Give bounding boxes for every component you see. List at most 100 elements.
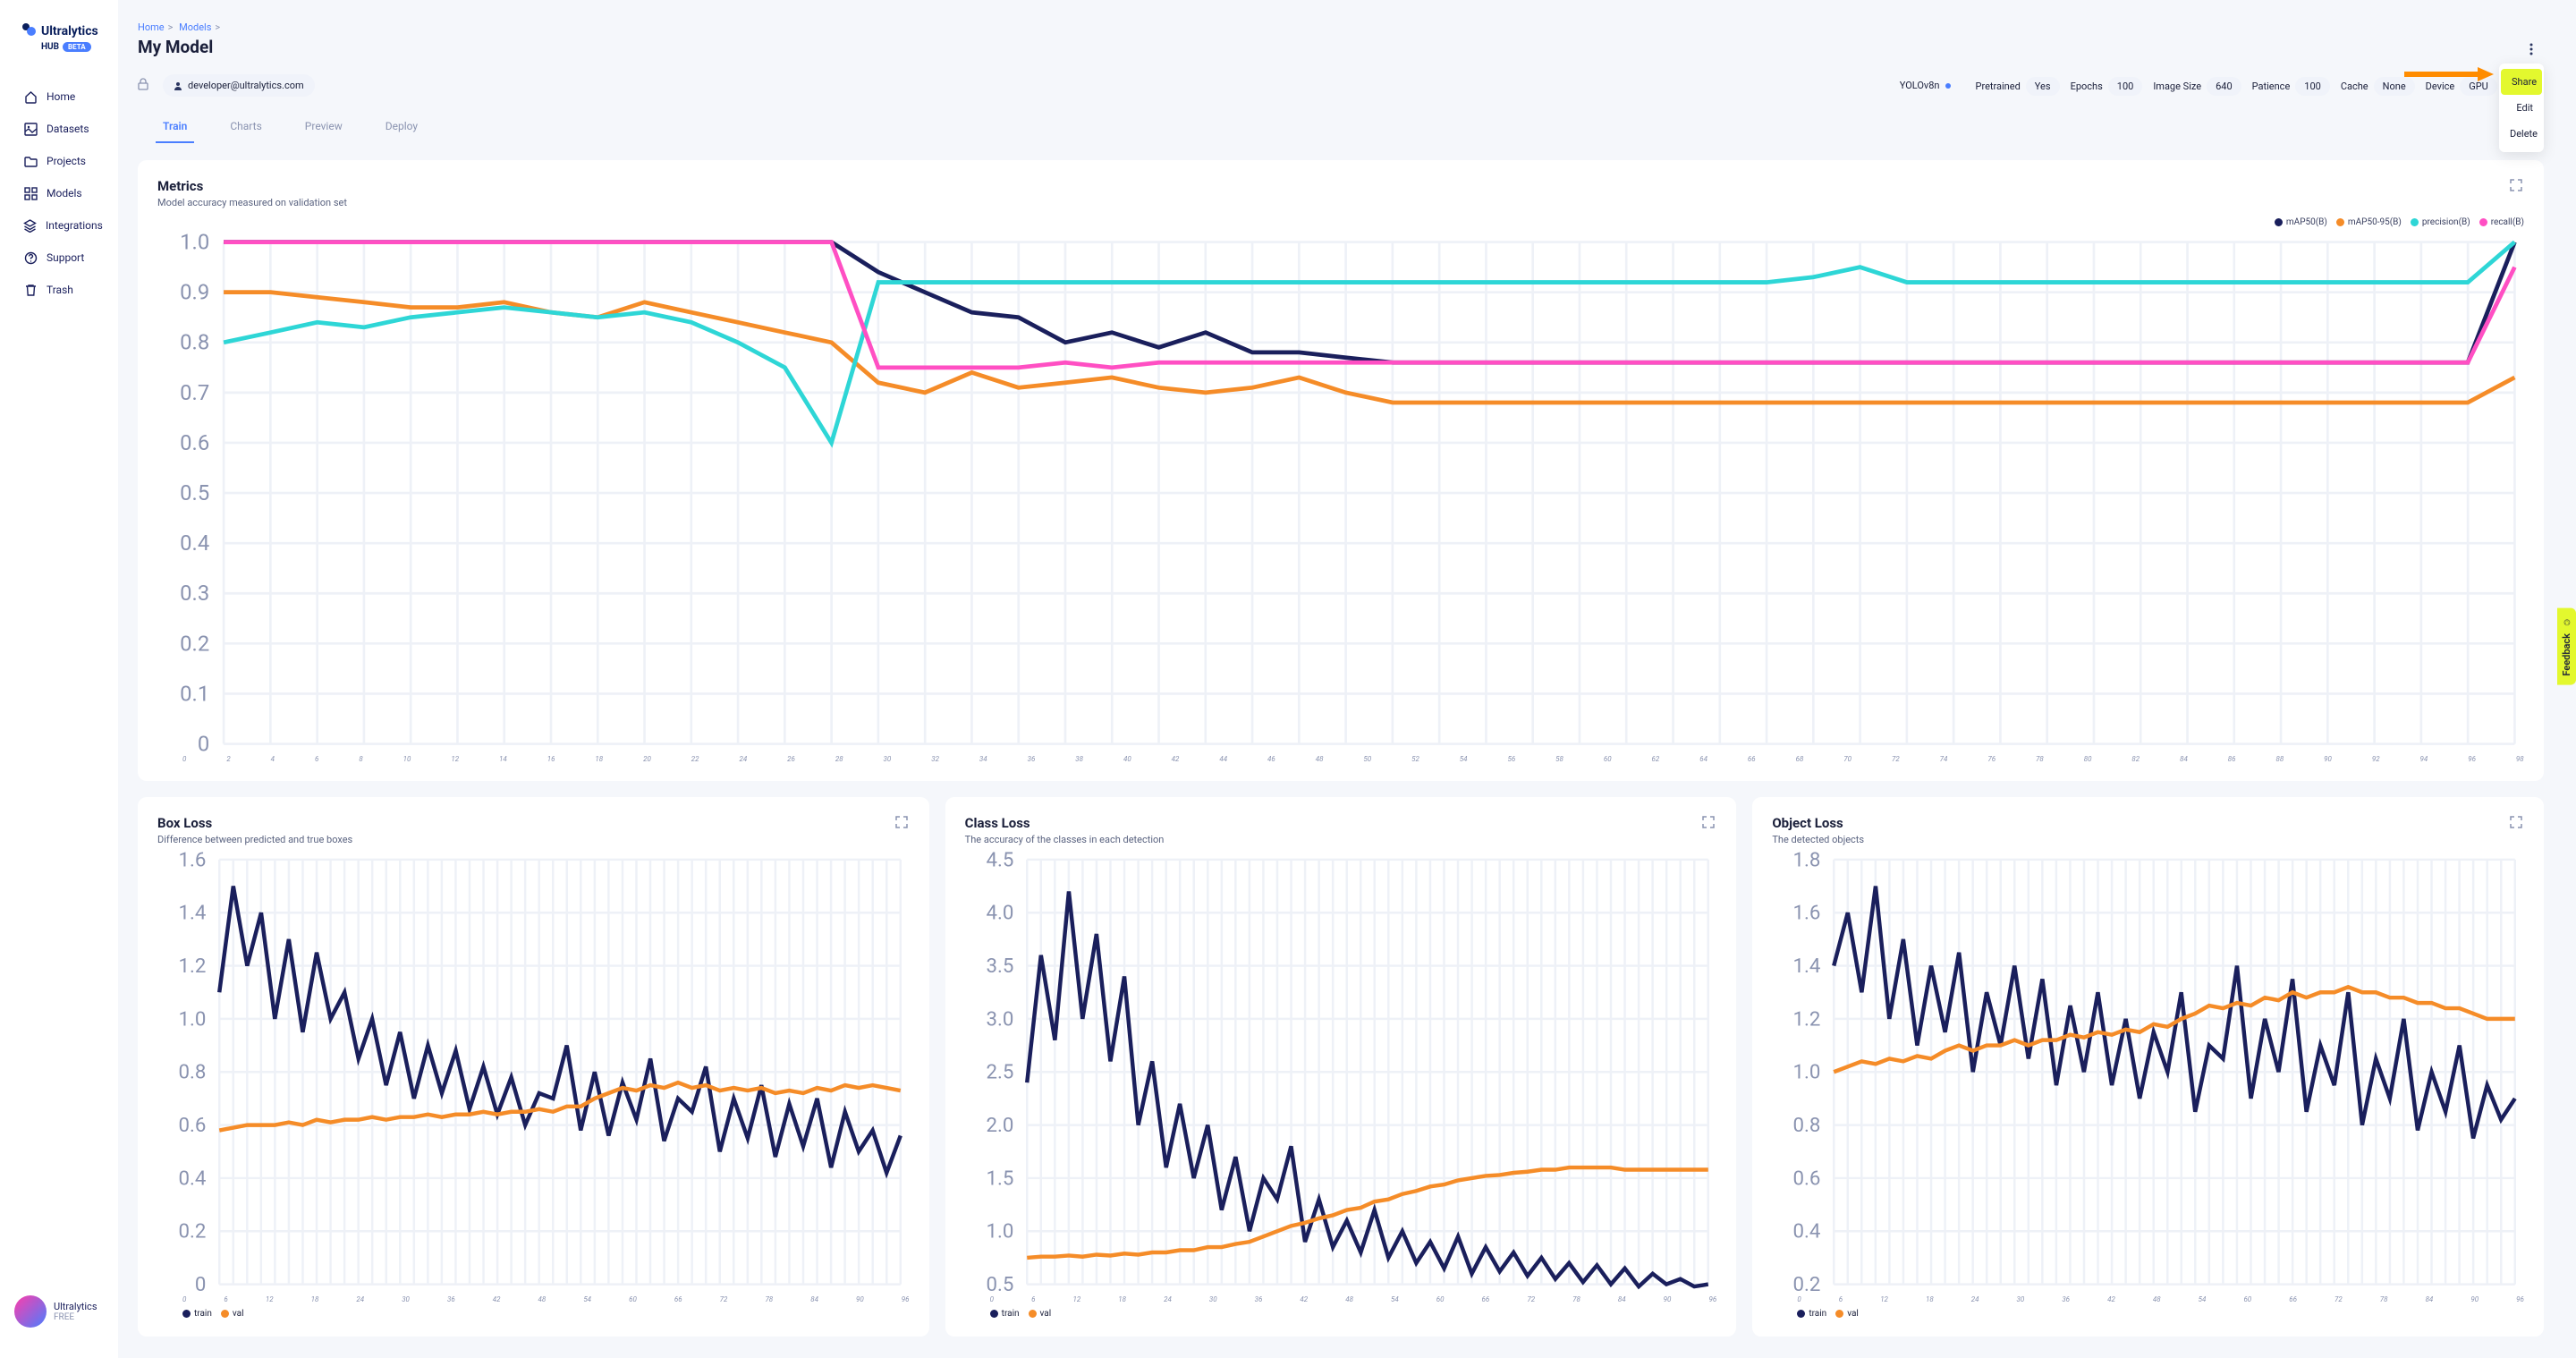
class-loss-subtitle: The accuracy of the classes in each dete… <box>965 834 1165 845</box>
arrow-annotation <box>2404 65 2494 87</box>
metrics-subtitle: Model accuracy measured on validation se… <box>157 197 347 208</box>
sidebar-item-datasets[interactable]: Datasets <box>0 113 118 145</box>
svg-text:1.6: 1.6 <box>179 851 207 871</box>
sidebar-item-models[interactable]: Models <box>0 177 118 209</box>
legend-item[interactable]: recall(B) <box>2479 217 2524 227</box>
sidebar-nav: Home Datasets ProjectsModels Integrations Su… <box>0 81 118 306</box>
tab-train[interactable]: Train <box>156 111 194 143</box>
sidebar-user[interactable]: Ultralytics FREE <box>0 1283 118 1340</box>
svg-text:0.5: 0.5 <box>180 480 209 505</box>
tabs: Train Charts Preview Deploy <box>138 111 2544 144</box>
svg-text:1.6: 1.6 <box>1793 902 1821 925</box>
class-loss-card: Class Loss The accuracy of the classes i… <box>945 797 1737 1337</box>
svg-text:0.8: 0.8 <box>179 1061 207 1084</box>
legend-item[interactable]: val <box>1835 1309 1859 1319</box>
svg-text:0.4: 0.4 <box>179 1167 207 1190</box>
sidebar-item-label: Integrations <box>46 219 103 232</box>
tab-deploy[interactable]: Deploy <box>378 111 425 143</box>
menu-edit[interactable]: Edit <box>2499 95 2544 121</box>
owner-chip[interactable]: developer@ultralytics.com <box>163 74 315 97</box>
svg-text:3.5: 3.5 <box>986 955 1013 978</box>
main-content: Home> Models> My Model Share Edit Delete <box>118 0 2576 1358</box>
svg-text:0.6: 0.6 <box>1793 1167 1821 1190</box>
class-loss-legend: train val <box>965 1309 1717 1319</box>
sidebar-item-label: Trash <box>47 284 73 296</box>
sidebar-item-projects[interactable]: Projects <box>0 145 118 177</box>
tab-preview[interactable]: Preview <box>298 111 350 143</box>
legend-item[interactable]: val <box>221 1309 244 1319</box>
svg-text:1.0: 1.0 <box>986 1220 1013 1243</box>
svg-text:1.4: 1.4 <box>1793 955 1821 978</box>
svg-text:1.8: 1.8 <box>1793 851 1821 871</box>
models-icon <box>23 186 38 200</box>
box-loss-legend: train val <box>157 1309 910 1319</box>
sidebar: Ultralytics HUB BETA Home Datasets Project… <box>0 0 118 1358</box>
svg-text:4.0: 4.0 <box>986 902 1013 925</box>
svg-text:0.2: 0.2 <box>1793 1273 1821 1293</box>
legend-item[interactable]: precision(B) <box>2411 217 2470 227</box>
svg-text:1.2: 1.2 <box>1793 1007 1821 1031</box>
tab-charts[interactable]: Charts <box>223 111 268 143</box>
logo[interactable]: Ultralytics HUB BETA <box>0 18 118 73</box>
metrics-legend: mAP50(B) mAP50-95(B) precision(B) recall(B) <box>157 217 2524 227</box>
page-title: My Model <box>138 37 213 57</box>
metrics-title: Metrics <box>157 178 347 194</box>
expand-icon[interactable] <box>1702 815 1716 829</box>
breadcrumb-models[interactable]: Models <box>179 21 211 33</box>
object-loss-card: Object Loss The detected objects 1.81.61… <box>1752 797 2544 1337</box>
beta-badge: BETA <box>63 42 91 52</box>
sidebar-item-support[interactable]: Support <box>0 242 118 274</box>
sidebar-item-label: Datasets <box>47 123 89 135</box>
expand-icon[interactable] <box>2510 815 2524 829</box>
sidebar-item-integrations[interactable]: Integrations <box>0 209 118 242</box>
svg-text:0.2: 0.2 <box>180 631 209 656</box>
user-plan: FREE <box>54 1312 97 1322</box>
svg-text:0.6: 0.6 <box>180 430 209 455</box>
svg-text:0.3: 0.3 <box>180 581 209 606</box>
svg-text:0.8: 0.8 <box>1793 1114 1821 1137</box>
param-epochs: Epochs100 <box>2071 77 2143 96</box>
svg-text:0: 0 <box>195 1273 207 1293</box>
box-loss-subtitle: Difference between predicted and true bo… <box>157 834 352 845</box>
menu-share[interactable]: Share <box>2501 69 2542 95</box>
legend-item[interactable]: mAP50(B) <box>2275 217 2327 227</box>
legend-item[interactable]: mAP50-95(B) <box>2336 217 2402 227</box>
more-menu-button[interactable] <box>2519 37 2544 62</box>
svg-text:2.5: 2.5 <box>986 1061 1013 1084</box>
expand-icon[interactable] <box>895 815 910 829</box>
svg-text:0.7: 0.7 <box>180 380 209 405</box>
class-loss-title: Class Loss <box>965 815 1165 831</box>
sidebar-item-label: Support <box>47 251 84 264</box>
object-loss-subtitle: The detected objects <box>1772 834 1864 845</box>
param-pretrained: PretrainedYes <box>1976 77 2060 96</box>
smile-icon: ☺ <box>2561 617 2572 628</box>
expand-icon[interactable] <box>2510 178 2524 192</box>
integrations-icon <box>23 218 37 233</box>
datasets-icon <box>23 122 38 136</box>
menu-delete[interactable]: Delete <box>2499 121 2544 147</box>
metrics-card: Metrics Model accuracy measured on valid… <box>138 160 2544 781</box>
projects-icon <box>23 154 38 168</box>
home-icon <box>23 89 38 104</box>
trash-icon <box>23 283 38 297</box>
feedback-button[interactable]: Feedback ☺ <box>2557 608 2576 685</box>
legend-item[interactable]: train <box>990 1309 1020 1319</box>
svg-text:0.1: 0.1 <box>180 681 209 706</box>
svg-text:0.2: 0.2 <box>179 1220 207 1243</box>
user-icon <box>174 81 182 90</box>
legend-item[interactable]: train <box>1797 1309 1826 1319</box>
svg-text:4.5: 4.5 <box>986 851 1013 871</box>
object-loss-chart: 1.81.61.41.21.00.80.60.40.2 061218243036… <box>1772 851 2524 1303</box>
svg-text:1.4: 1.4 <box>179 902 207 925</box>
sidebar-item-home[interactable]: Home <box>0 81 118 113</box>
legend-item[interactable]: train <box>182 1309 212 1319</box>
box-loss-chart: 1.61.41.21.00.80.60.40.20 06121824303642… <box>157 851 910 1303</box>
brand-sub: HUB <box>41 42 59 52</box>
sidebar-item-trash[interactable]: Trash <box>0 274 118 306</box>
svg-text:0: 0 <box>198 731 209 753</box>
svg-text:0.8: 0.8 <box>180 330 209 355</box>
breadcrumb: Home> Models> <box>138 21 2544 33</box>
box-loss-title: Box Loss <box>157 815 352 831</box>
breadcrumb-home[interactable]: Home <box>138 21 165 33</box>
legend-item[interactable]: val <box>1029 1309 1052 1319</box>
